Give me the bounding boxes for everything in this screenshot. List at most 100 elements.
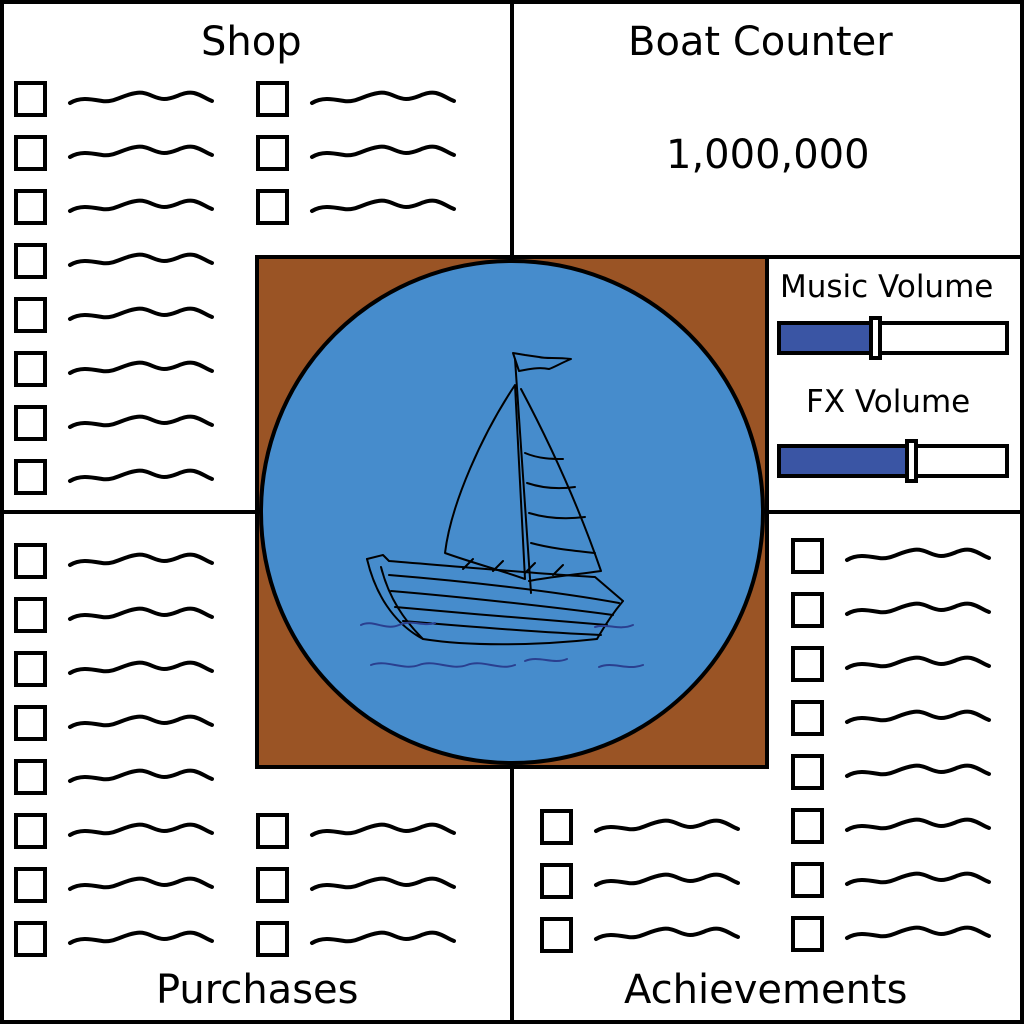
- purchase-item-placeholder-text: [68, 552, 214, 567]
- achievement-item-checkbox[interactable]: [540, 863, 573, 899]
- purchase-item[interactable]: [14, 921, 214, 961]
- achievement-item-placeholder-text: [594, 926, 740, 941]
- music-volume-label: Music Volume: [780, 269, 994, 305]
- achievement-item-checkbox[interactable]: [540, 809, 573, 845]
- shop-item-checkbox[interactable]: [256, 135, 289, 171]
- shop-item-checkbox[interactable]: [14, 243, 47, 279]
- purchase-item[interactable]: [256, 867, 456, 907]
- purchase-item-placeholder-text: [68, 930, 214, 945]
- shop-item-checkbox[interactable]: [256, 81, 289, 117]
- shop-item-placeholder-text: [68, 252, 214, 267]
- shop-item[interactable]: [14, 243, 214, 283]
- purchase-item[interactable]: [14, 867, 214, 907]
- purchase-item-checkbox[interactable]: [14, 921, 47, 957]
- shop-item[interactable]: [14, 297, 214, 337]
- achievement-item-checkbox[interactable]: [791, 538, 824, 574]
- purchases-title: Purchases: [156, 967, 359, 1013]
- achievement-item-placeholder-text: [845, 601, 991, 616]
- shop-item-checkbox[interactable]: [256, 189, 289, 225]
- purchase-item[interactable]: [14, 543, 214, 583]
- shop-item-placeholder-text: [310, 144, 456, 159]
- achievement-item-checkbox[interactable]: [791, 700, 824, 736]
- shop-item[interactable]: [256, 81, 456, 121]
- achievement-item[interactable]: [791, 646, 991, 686]
- achievement-item-checkbox[interactable]: [791, 646, 824, 682]
- achievement-item[interactable]: [540, 809, 740, 849]
- purchase-item-checkbox[interactable]: [14, 759, 47, 795]
- purchase-item-placeholder-text: [310, 822, 456, 837]
- purchase-item-placeholder-text: [68, 714, 214, 729]
- shop-item[interactable]: [14, 81, 214, 121]
- achievement-item[interactable]: [791, 916, 991, 956]
- shop-item-checkbox[interactable]: [14, 189, 47, 225]
- shop-item[interactable]: [14, 351, 214, 391]
- music-volume-slider[interactable]: [777, 316, 1009, 360]
- boat-count: 1,000,000: [666, 132, 870, 178]
- purchase-item-checkbox[interactable]: [256, 813, 289, 849]
- purchase-item-checkbox[interactable]: [256, 867, 289, 903]
- purchase-item[interactable]: [256, 921, 456, 961]
- achievement-item-placeholder-text: [845, 709, 991, 724]
- counter-panel: Boat Counter 1,000,000: [510, 0, 1024, 259]
- shop-item-placeholder-text: [68, 468, 214, 483]
- achievement-item[interactable]: [791, 808, 991, 848]
- purchase-item-placeholder-text: [68, 876, 214, 891]
- shop-item[interactable]: [14, 405, 214, 445]
- music-volume-thumb[interactable]: [869, 316, 882, 360]
- shop-item-checkbox[interactable]: [14, 351, 47, 387]
- achievement-item-checkbox[interactable]: [791, 808, 824, 844]
- purchase-item[interactable]: [256, 813, 456, 853]
- achievement-item[interactable]: [791, 862, 991, 902]
- shop-title: Shop: [201, 19, 302, 65]
- shop-item[interactable]: [14, 135, 214, 175]
- purchase-item[interactable]: [14, 651, 214, 691]
- fx-volume-label: FX Volume: [806, 384, 971, 420]
- achievement-item[interactable]: [540, 863, 740, 903]
- boat-clicker-button[interactable]: [259, 259, 765, 765]
- achievement-item-placeholder-text: [594, 818, 740, 833]
- fx-volume-slider[interactable]: [777, 439, 1009, 483]
- shop-item-checkbox[interactable]: [14, 297, 47, 333]
- purchase-item[interactable]: [14, 597, 214, 637]
- achievement-item-checkbox[interactable]: [791, 592, 824, 628]
- volume-panel: Music Volume FX Volume: [765, 255, 1024, 514]
- achievement-item-checkbox[interactable]: [791, 862, 824, 898]
- achievement-item[interactable]: [540, 917, 740, 957]
- achievement-item-checkbox[interactable]: [540, 917, 573, 953]
- achievement-item-checkbox[interactable]: [791, 916, 824, 952]
- shop-item[interactable]: [256, 135, 456, 175]
- shop-item[interactable]: [14, 189, 214, 229]
- shop-item-placeholder-text: [310, 90, 456, 105]
- achievement-item[interactable]: [791, 700, 991, 740]
- achievement-item-placeholder-text: [845, 763, 991, 778]
- purchase-item[interactable]: [14, 705, 214, 745]
- purchase-item-placeholder-text: [310, 876, 456, 891]
- purchase-item-checkbox[interactable]: [14, 543, 47, 579]
- purchase-item-checkbox[interactable]: [14, 867, 47, 903]
- music-volume-fill: [781, 325, 875, 351]
- purchase-item[interactable]: [14, 759, 214, 799]
- shop-item-checkbox[interactable]: [14, 135, 47, 171]
- achievement-item[interactable]: [791, 538, 991, 578]
- purchase-item-checkbox[interactable]: [14, 705, 47, 741]
- shop-item[interactable]: [256, 189, 456, 229]
- shop-item-checkbox[interactable]: [14, 459, 47, 495]
- shop-item-checkbox[interactable]: [14, 405, 47, 441]
- purchase-item-placeholder-text: [310, 930, 456, 945]
- achievement-item[interactable]: [791, 754, 991, 794]
- purchase-item[interactable]: [14, 813, 214, 853]
- fx-volume-fill: [781, 448, 911, 474]
- fx-volume-thumb[interactable]: [905, 439, 918, 483]
- shop-item[interactable]: [14, 459, 214, 499]
- shop-item-placeholder-text: [68, 198, 214, 213]
- purchase-item-checkbox[interactable]: [256, 921, 289, 957]
- achievement-item-checkbox[interactable]: [791, 754, 824, 790]
- shop-item-checkbox[interactable]: [14, 81, 47, 117]
- achievement-item-placeholder-text: [845, 871, 991, 886]
- purchase-item-checkbox[interactable]: [14, 597, 47, 633]
- shop-item-placeholder-text: [310, 198, 456, 213]
- purchase-item-checkbox[interactable]: [14, 651, 47, 687]
- achievement-item[interactable]: [791, 592, 991, 632]
- purchase-item-placeholder-text: [68, 660, 214, 675]
- purchase-item-checkbox[interactable]: [14, 813, 47, 849]
